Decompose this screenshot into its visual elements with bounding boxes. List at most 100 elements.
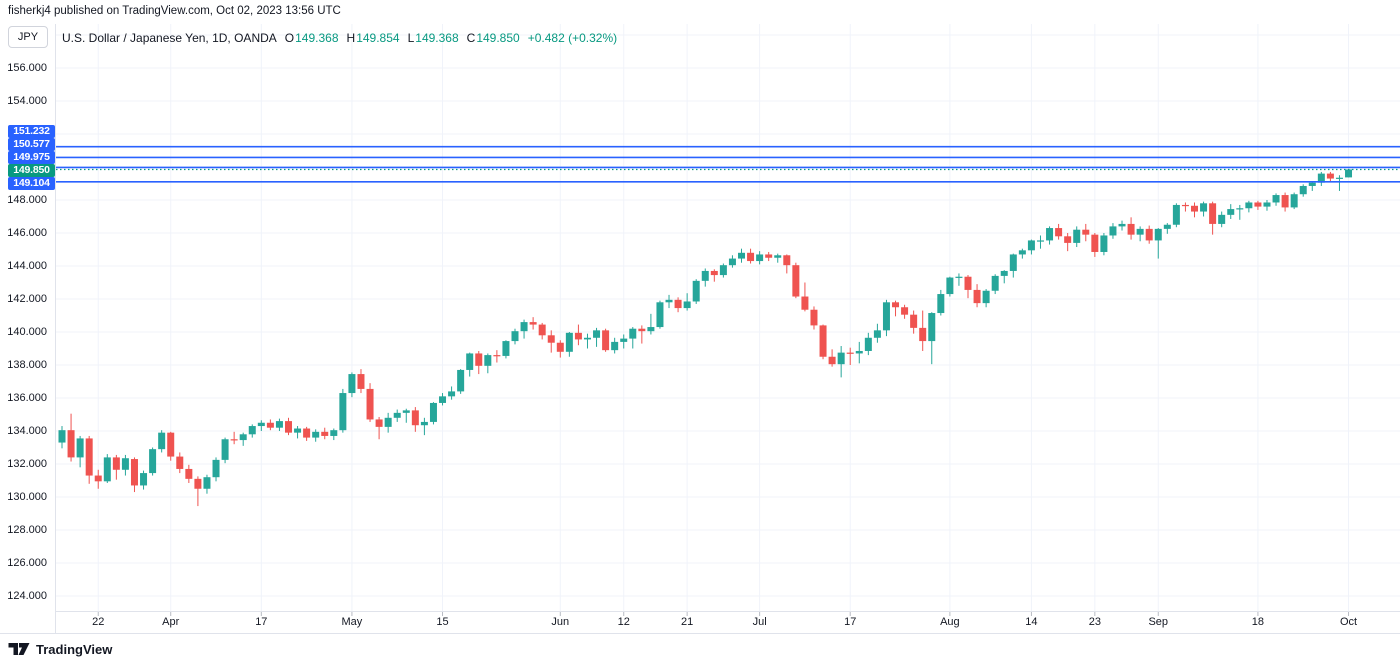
candle <box>411 407 419 432</box>
candle <box>1109 223 1117 239</box>
candle <box>384 412 392 433</box>
candle <box>611 337 619 354</box>
time-axis-label: 21 <box>681 616 694 628</box>
candle <box>738 248 745 263</box>
candle <box>366 383 374 422</box>
candle <box>919 310 927 351</box>
candle <box>1036 235 1044 249</box>
candle <box>1299 184 1307 197</box>
candle <box>656 300 664 329</box>
price-badge[interactable]: 149.850 <box>8 163 55 177</box>
candle <box>312 429 320 442</box>
time-axis-label: Sep <box>1148 616 1169 628</box>
candle <box>1100 233 1108 256</box>
price-badge[interactable]: 151.232 <box>8 124 55 138</box>
candle <box>149 447 157 476</box>
candle <box>1218 211 1226 228</box>
candle <box>683 293 691 311</box>
price-axis-label: 130.000 <box>7 490 47 503</box>
candle <box>466 352 474 377</box>
candle <box>719 263 727 278</box>
low-value: 149.368 <box>415 31 459 45</box>
candle <box>484 353 492 374</box>
candle <box>629 327 637 349</box>
candle <box>511 328 519 345</box>
time-axis-top-border <box>55 611 1400 612</box>
candle <box>1181 202 1189 212</box>
candle <box>864 332 872 356</box>
candle <box>257 420 265 431</box>
candles-layer <box>58 169 1353 507</box>
candle <box>1335 175 1343 191</box>
price-badge[interactable]: 149.975 <box>8 150 55 164</box>
candle <box>819 324 827 360</box>
price-badge[interactable]: 150.577 <box>8 137 55 151</box>
candle <box>303 426 311 441</box>
price-axis-label: 132.000 <box>7 457 47 470</box>
candle <box>529 317 537 330</box>
candle <box>946 276 954 297</box>
price-badge[interactable]: 149.104 <box>8 176 55 190</box>
candle <box>457 369 465 394</box>
candle <box>1281 192 1289 212</box>
candle <box>1290 192 1298 210</box>
candle <box>76 435 84 468</box>
candle <box>710 269 718 282</box>
tradingview-logo-icon[interactable] <box>8 641 30 657</box>
open-label: O <box>284 31 295 45</box>
change-value: +0.482 (+0.32%) <box>527 31 618 45</box>
candle <box>112 454 120 480</box>
tradingview-logo-text[interactable]: TradingView <box>36 641 113 657</box>
candle <box>130 457 138 493</box>
close-label: C <box>466 31 476 45</box>
currency-button[interactable]: JPY <box>8 26 48 48</box>
candle <box>783 254 791 274</box>
candle <box>402 408 410 423</box>
candle <box>1263 200 1271 211</box>
candle <box>85 435 93 484</box>
candle <box>565 332 573 357</box>
candle <box>747 248 755 264</box>
time-axis-label: 17 <box>255 616 268 628</box>
candle <box>393 409 401 422</box>
time-axis-bottom-border <box>0 633 1400 634</box>
candle <box>855 341 863 364</box>
price-axis-label: 144.000 <box>7 259 47 272</box>
close-value: 149.850 <box>476 31 520 45</box>
candle <box>1191 202 1198 218</box>
candle <box>955 273 963 286</box>
high-value: 149.854 <box>356 31 400 45</box>
candle <box>1046 226 1054 245</box>
candle <box>140 470 148 490</box>
candle <box>1236 204 1244 220</box>
candle <box>375 416 383 440</box>
candle <box>538 322 546 340</box>
candle <box>892 300 900 317</box>
time-axis-label: Aug <box>940 616 960 628</box>
candle <box>574 324 582 346</box>
candle <box>275 418 283 431</box>
candle <box>493 350 501 363</box>
candle <box>230 431 238 445</box>
time-axis-label: May <box>341 616 363 628</box>
price-lines-layer <box>56 145 1400 183</box>
candle <box>620 334 628 349</box>
candle <box>285 417 292 436</box>
open-value: 149.368 <box>295 31 339 45</box>
candle <box>448 386 456 400</box>
price-axis-label: 154.000 <box>7 94 47 107</box>
candle <box>176 452 184 474</box>
candle <box>212 457 220 482</box>
symbol-title[interactable]: U.S. Dollar / Japanese Yen, 1D, OANDA <box>62 31 277 45</box>
candle <box>792 262 800 299</box>
candle <box>937 289 945 316</box>
price-axis-label: 156.000 <box>7 61 47 74</box>
candle <box>1082 223 1090 242</box>
candle <box>1209 201 1217 235</box>
publisher-note[interactable]: fisherkj4 published on TradingView.com, … <box>8 5 341 17</box>
candle <box>583 333 591 349</box>
candle <box>1326 171 1334 182</box>
candle <box>873 323 881 343</box>
